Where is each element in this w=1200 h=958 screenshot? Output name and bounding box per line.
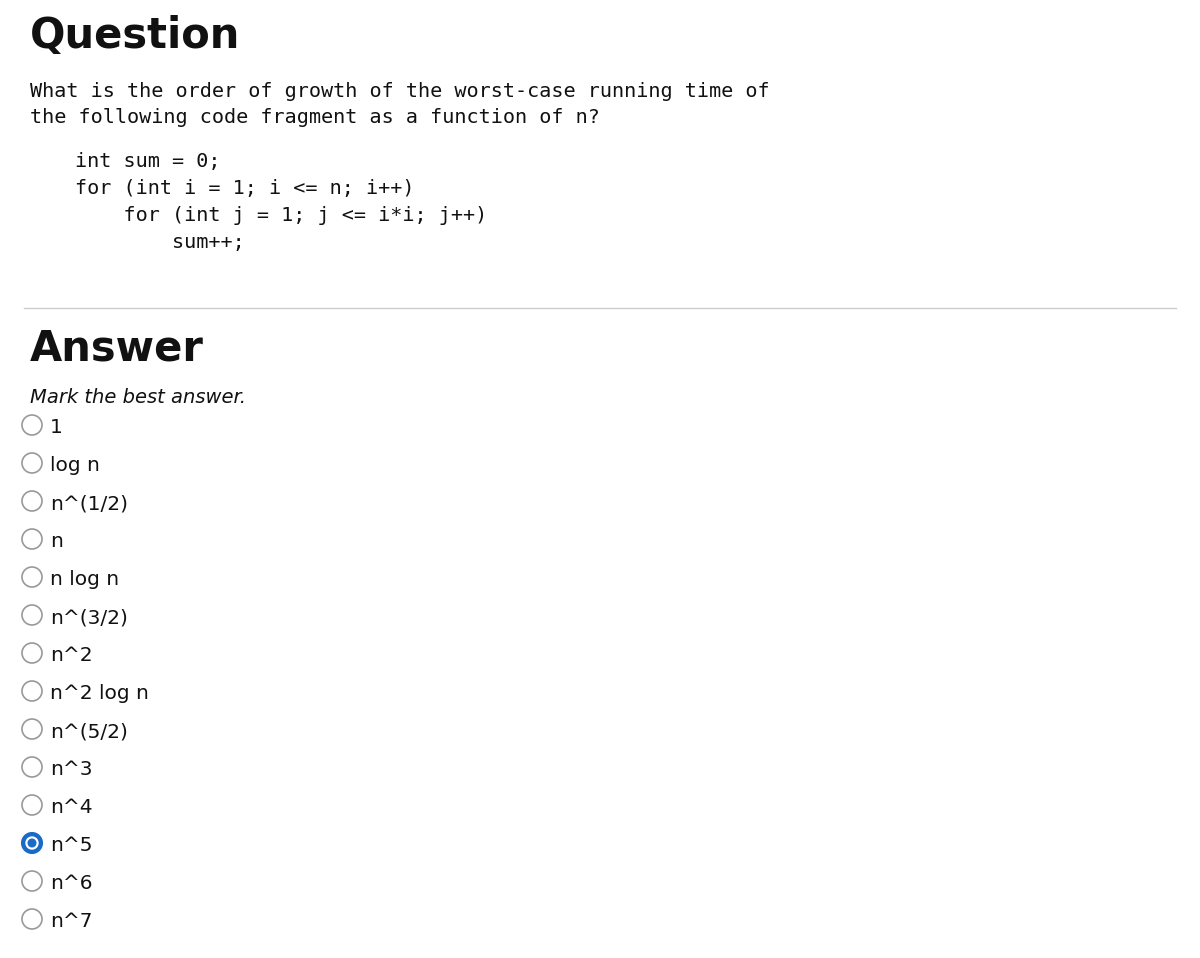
Text: log n: log n: [50, 456, 100, 475]
Text: for (int j = 1; j <= i*i; j++): for (int j = 1; j <= i*i; j++): [74, 206, 487, 225]
Text: n^7: n^7: [50, 912, 92, 931]
Text: n log n: n log n: [50, 570, 119, 589]
Text: n^(1/2): n^(1/2): [50, 494, 128, 513]
Text: n^3: n^3: [50, 760, 92, 779]
Text: n: n: [50, 532, 62, 551]
Text: sum++;: sum++;: [74, 233, 245, 252]
Text: What is the order of growth of the worst-case running time of: What is the order of growth of the worst…: [30, 82, 769, 101]
Text: n^6: n^6: [50, 874, 92, 893]
Text: Answer: Answer: [30, 328, 204, 370]
Text: n^2: n^2: [50, 646, 92, 665]
Text: Mark the best answer.: Mark the best answer.: [30, 388, 246, 407]
Text: n^2 log n: n^2 log n: [50, 684, 149, 703]
Text: 1: 1: [50, 418, 62, 437]
Text: n^4: n^4: [50, 798, 92, 817]
Text: the following code fragment as a function of n?: the following code fragment as a functio…: [30, 108, 600, 127]
Text: for (int i = 1; i <= n; i++): for (int i = 1; i <= n; i++): [74, 179, 414, 198]
Text: int sum = 0;: int sum = 0;: [74, 152, 221, 171]
Text: Question: Question: [30, 15, 240, 57]
Text: n^(3/2): n^(3/2): [50, 608, 128, 627]
Text: n^(5/2): n^(5/2): [50, 722, 128, 741]
Text: n^5: n^5: [50, 836, 92, 855]
